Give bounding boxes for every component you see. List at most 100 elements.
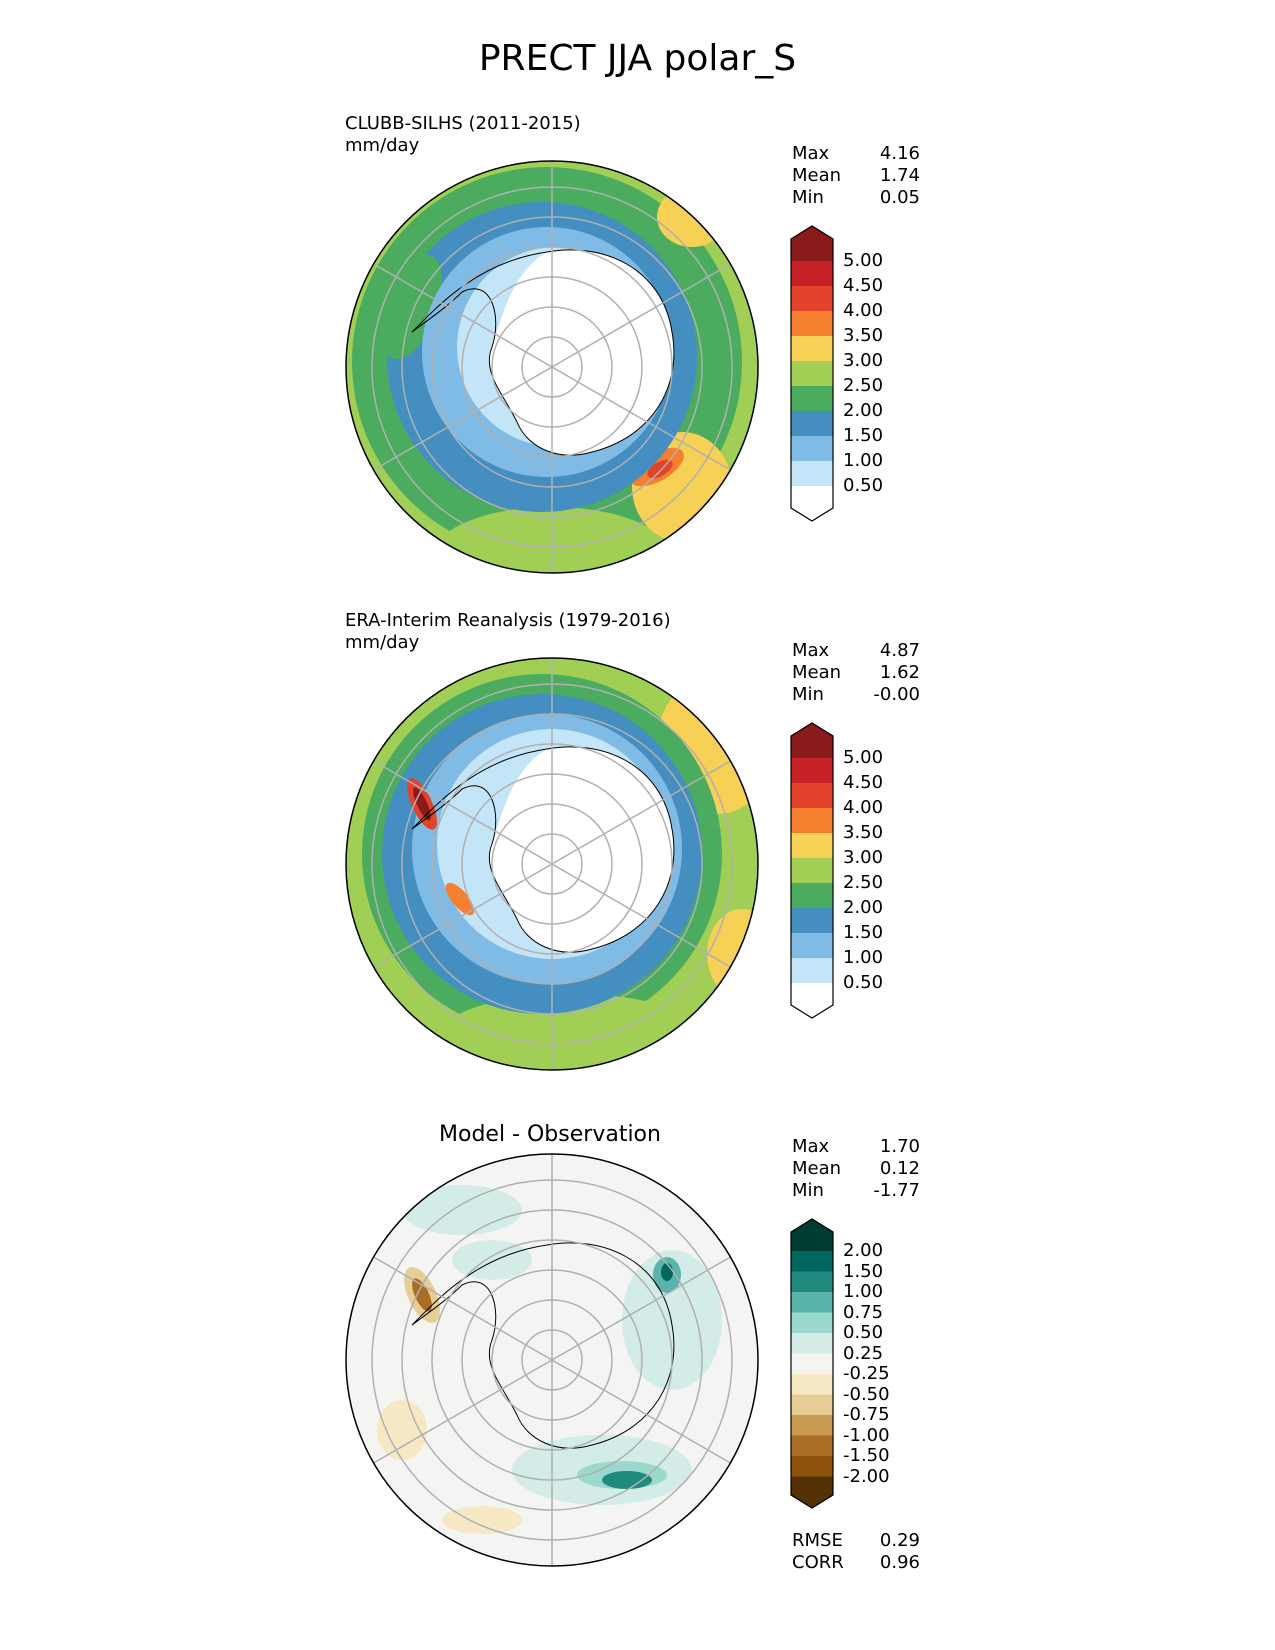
cbar-swatch — [791, 261, 833, 286]
cbar-tick-label: 2.50 — [843, 872, 884, 893]
stat-name: Max — [792, 1136, 830, 1157]
cbar-tick-label: -0.50 — [843, 1383, 890, 1405]
panel1-header: CLUBB-SILHS (2011-2015) mm/day — [345, 113, 581, 157]
coastline — [411, 746, 675, 953]
coastline — [411, 249, 675, 456]
panel2-header: ERA-Interim Reanalysis (1979-2016) mm/da… — [345, 610, 671, 654]
map-fill-1.5 — [661, 1263, 673, 1281]
colorbar-swatches — [790, 722, 834, 1019]
panel3-polar-map — [345, 1153, 759, 1567]
cbar-swatch — [791, 1476, 833, 1508]
stat-value: 1.70 — [879, 1136, 920, 1157]
panel2-units: mm/day — [345, 632, 420, 653]
cbar-swatch — [791, 858, 833, 883]
panel2-colorbar: 5.00 4.50 4.00 3.50 3.00 2.50 2.00 1.50 … — [790, 722, 930, 1022]
cbar-outline — [790, 225, 834, 522]
cbar-swatch — [791, 1435, 833, 1456]
map-fill-0.25 — [622, 1250, 722, 1390]
stat-name: Mean — [792, 662, 842, 683]
cbar-tick-label: 4.00 — [843, 300, 884, 321]
cbar-swatch — [791, 758, 833, 783]
cbar-tick-label: -0.75 — [843, 1404, 890, 1425]
stat-name: Min — [792, 187, 824, 208]
cbar-swatch — [791, 1394, 833, 1415]
colorbar-swatches — [790, 1218, 834, 1509]
cbar-swatch — [791, 908, 833, 933]
stat-value: 4.16 — [879, 143, 920, 164]
cbar-tick-label: -2.00 — [843, 1465, 890, 1487]
panel1-label: CLUBB-SILHS (2011-2015) — [345, 113, 581, 134]
cbar-outline — [790, 722, 834, 1019]
map-border — [345, 160, 759, 574]
antarctica-white — [489, 249, 674, 456]
cbar-swatch — [791, 1333, 833, 1354]
cbar-tick-label: 3.00 — [843, 847, 884, 868]
cbar-tick-label: 1.50 — [843, 1260, 884, 1282]
panel1-units: mm/day — [345, 135, 420, 156]
graticule — [371, 1154, 733, 1566]
cbar-swatch — [791, 286, 833, 311]
antarctica-white — [489, 746, 674, 953]
cbar-tick-label: 5.00 — [843, 747, 884, 768]
cbar-tick-label: 1.50 — [843, 425, 884, 446]
map-fill-4.0 — [445, 882, 475, 916]
cbar-tick-label: 3.50 — [843, 325, 884, 346]
panel3-metrics: RMSE 0.29 CORR 0.96 — [792, 1530, 920, 1574]
cbar-tick-label: 4.00 — [843, 797, 884, 818]
cbar-swatch — [791, 1312, 833, 1333]
cbar-swatch — [791, 311, 833, 336]
stat-value: -0.00 — [873, 684, 920, 705]
cbar-swatch — [791, 1415, 833, 1436]
cbar-swatch — [791, 933, 833, 958]
metric-name: RMSE — [792, 1530, 843, 1551]
cbar-swatch — [791, 1271, 833, 1292]
cbar-tick-label: 5.00 — [843, 250, 884, 271]
metric-name: CORR — [792, 1552, 844, 1573]
cbar-tick-label: 2.00 — [843, 897, 884, 918]
stat-value: 4.87 — [879, 640, 920, 661]
colorbar-swatches — [790, 225, 834, 522]
cbar-tick-label: 0.75 — [843, 1301, 884, 1323]
cbar-tick-label: 2.00 — [843, 1240, 884, 1261]
cbar-swatch — [791, 336, 833, 361]
cbar-tick-label: -1.50 — [843, 1445, 890, 1466]
stat-name: Max — [792, 640, 830, 661]
cbar-tick-label: 1.00 — [843, 1281, 884, 1302]
stat-value: 0.12 — [879, 1158, 920, 1179]
stat-name: Mean — [792, 165, 842, 186]
cbar-tick-label: -1.00 — [843, 1424, 890, 1446]
cbar-swatch — [791, 461, 833, 486]
coastline — [411, 1242, 675, 1449]
map-fill-0.25 — [402, 1185, 522, 1235]
panel2-polar-map — [345, 657, 759, 1071]
figure-title: PRECT JJA polar_S — [478, 38, 797, 79]
cbar-swatch — [791, 411, 833, 436]
stat-name: Mean — [792, 1158, 842, 1179]
map-fill-neg0.25 — [377, 1400, 427, 1460]
cbar-tick-label: 3.00 — [843, 350, 884, 371]
graticule — [371, 161, 733, 573]
panel3-stats: Max 1.70 Mean 0.12 Min -1.77 — [792, 1136, 920, 1202]
stat-name: Min — [792, 1180, 824, 1201]
cbar-swatch — [791, 1251, 833, 1272]
cbar-swatch — [791, 1219, 833, 1251]
cbar-tick-label: -0.25 — [843, 1363, 890, 1384]
map-border — [345, 1153, 759, 1567]
panel3-colorbar: 2.00 1.50 1.00 0.75 0.50 0.25 -0.25 -0.5… — [790, 1218, 930, 1518]
cbar-swatch — [791, 958, 833, 983]
stat-value: 0.05 — [879, 187, 920, 208]
cbar-tick-label: 0.25 — [843, 1342, 884, 1364]
cbar-tick-label: 3.50 — [843, 822, 884, 843]
map-fill-neg1.0 — [412, 1278, 432, 1312]
stat-name: Max — [792, 143, 830, 164]
cbar-outline — [790, 1218, 834, 1509]
metric-value: 0.96 — [879, 1552, 920, 1573]
cbar-tick-label: 1.00 — [843, 450, 884, 471]
cbar-swatch — [791, 1353, 833, 1374]
cbar-swatch — [791, 1292, 833, 1313]
map-fill-0.25 — [452, 1240, 532, 1280]
cbar-swatch — [791, 386, 833, 411]
stat-value: 1.74 — [879, 165, 920, 186]
cbar-tick-label: 1.50 — [843, 922, 884, 943]
cbar-tick-label: 2.00 — [843, 400, 884, 421]
